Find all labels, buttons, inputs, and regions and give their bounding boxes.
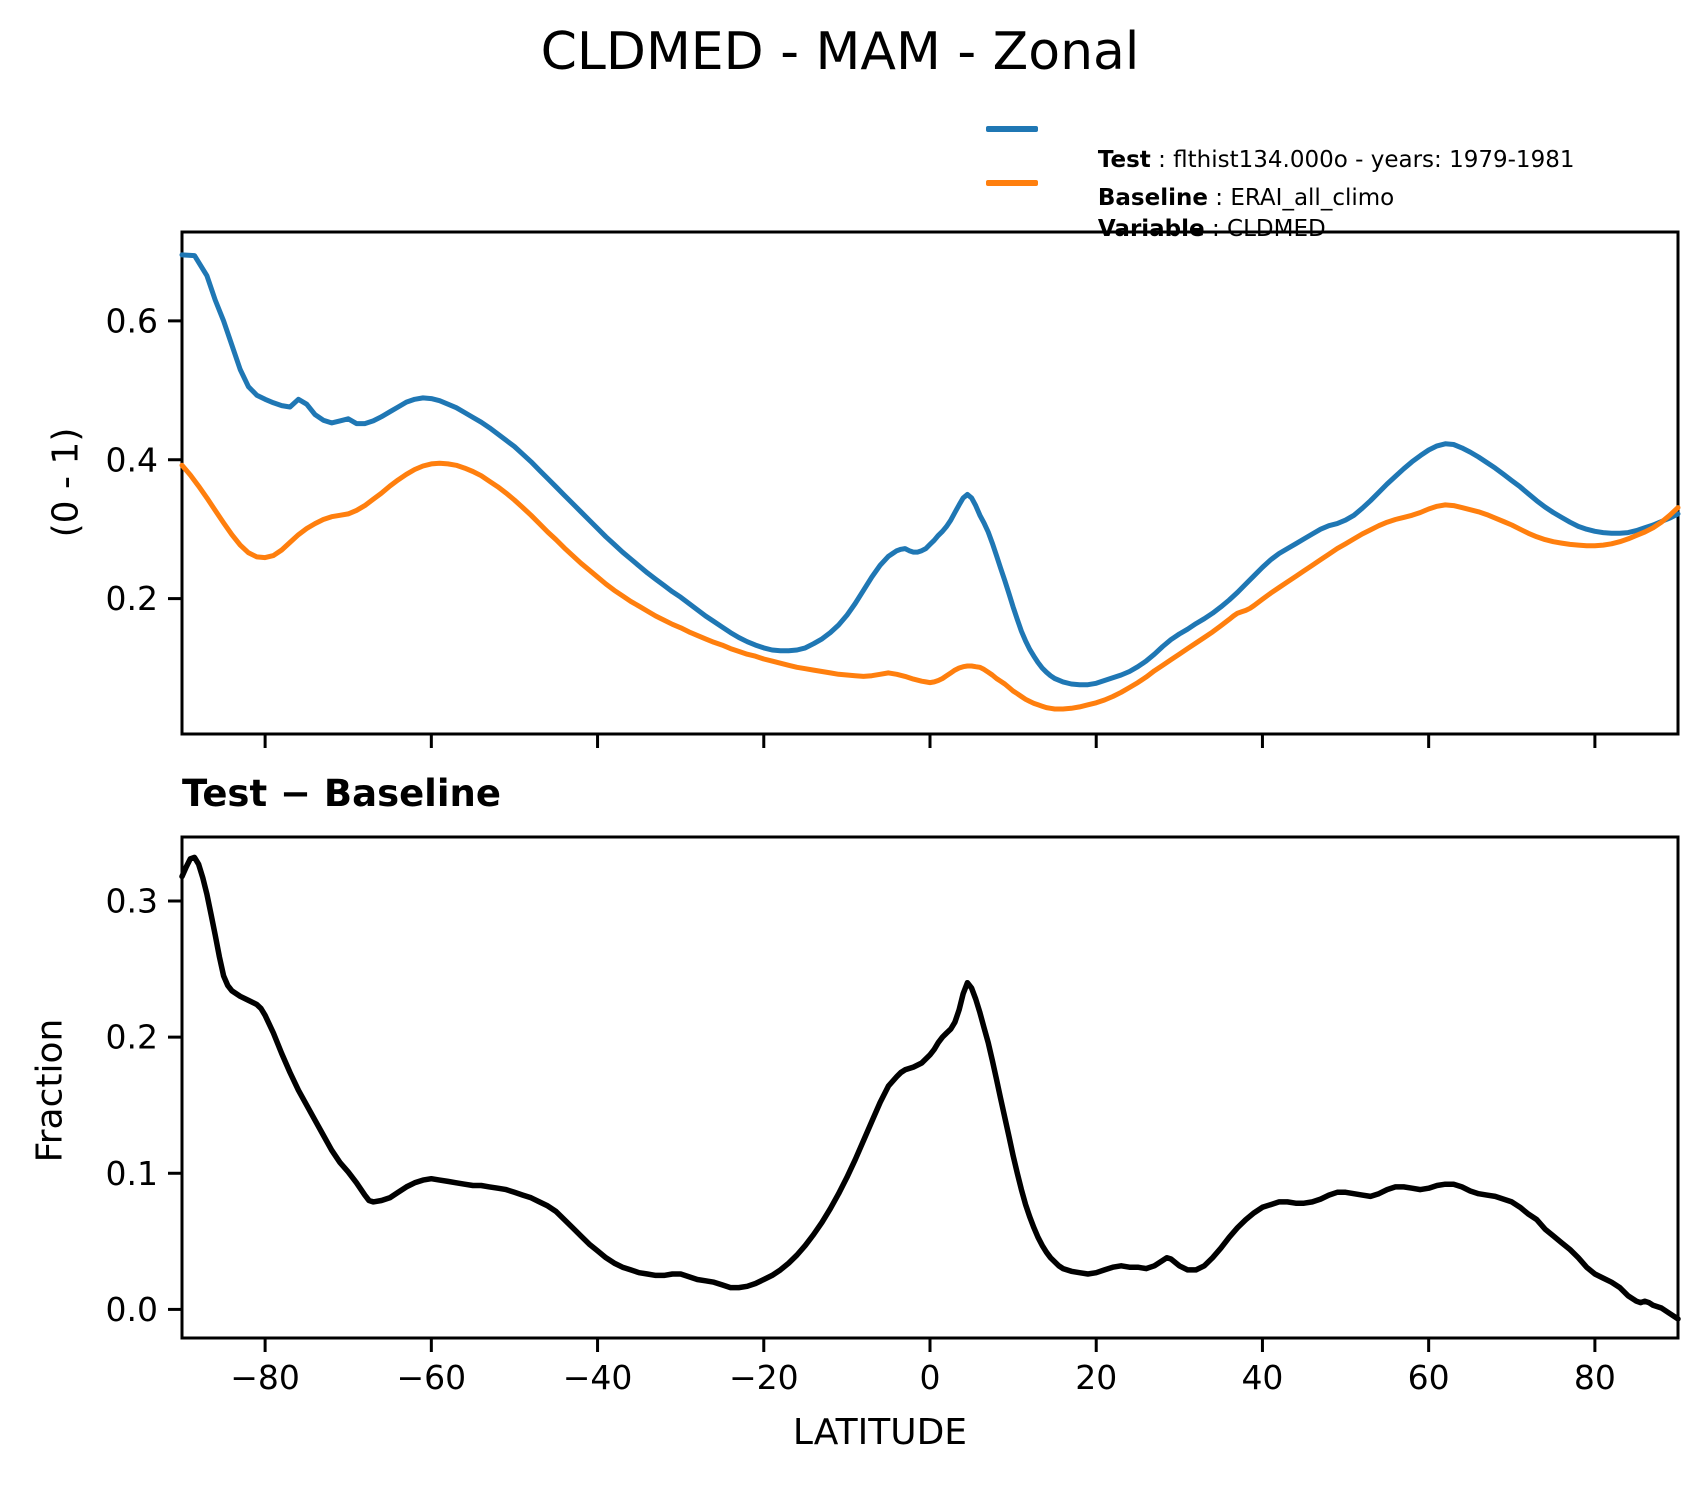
legend-baseline-label: Baseline: [1097, 185, 1208, 211]
y-tick-label: 0.4: [106, 440, 158, 479]
bottom-chart: −80 −60 −40 −20 0 20 40 60 80 0.0 0.1 0.2 0.3: [106, 835, 1681, 1397]
top-y-axis-label: (0 - 1): [45, 427, 87, 538]
top-plot-frame: [180, 230, 1680, 736]
x-tick-label: 20: [1075, 1358, 1117, 1397]
x-tick-label: −20: [729, 1358, 799, 1397]
figure-title: CLDMED - MAM - Zonal: [540, 22, 1140, 82]
bottom-x-axis-ticks: −80 −60 −40 −20 0 20 40 60 80: [230, 1338, 1616, 1397]
bottom-y-axis-label: Fraction: [29, 1018, 71, 1163]
top-chart: 0.2 0.4 0.6: [106, 230, 1681, 748]
test-line-swatch: [986, 126, 1038, 132]
bottom-plot-frame: [180, 835, 1680, 1340]
subplot-title: Test − Baseline: [182, 772, 501, 815]
y-tick-label: 0.6: [106, 301, 158, 340]
legend-variable-label: Variable: [1097, 216, 1205, 242]
x-tick-label: −60: [397, 1358, 467, 1397]
top-series-test: [179, 252, 1681, 688]
baseline-line-swatch: [986, 180, 1038, 186]
x-tick-label: 80: [1574, 1358, 1616, 1397]
legend-entry-baseline: Baseline : ERAI_all_climo: [1054, 152, 1394, 245]
top-x-axis-ticks: [263, 734, 1597, 748]
legend-test-label: Test: [1097, 147, 1151, 173]
legend-entry-variable: Variable : CLDMED: [1054, 183, 1326, 276]
legend-separator: :: [1207, 185, 1231, 211]
x-tick-label: −80: [230, 1358, 300, 1397]
y-tick-label: 0.0: [106, 1290, 158, 1329]
y-tick-label: 0.2: [106, 579, 158, 618]
legend-separator: :: [1150, 147, 1174, 173]
legend-test-value: flthist134.000o - years: 1979-1981: [1173, 147, 1575, 173]
x-tick-label: 40: [1241, 1358, 1283, 1397]
top-series-baseline: [179, 460, 1681, 712]
bottom-series-test-minus-baseline: [179, 854, 1681, 1322]
x-tick-label: −40: [563, 1358, 633, 1397]
legend-variable-value: CLDMED: [1227, 216, 1326, 242]
y-tick-label: 0.1: [106, 1154, 158, 1193]
legend-baseline-value: ERAI_all_climo: [1230, 185, 1395, 211]
top-y-axis-ticks: 0.2 0.4 0.6: [106, 301, 182, 618]
x-tick-label: 60: [1408, 1358, 1450, 1397]
legend-separator: :: [1204, 216, 1228, 242]
x-axis-label: LATITUDE: [792, 1412, 968, 1453]
x-tick-label: 0: [920, 1358, 941, 1397]
legend-entry-test: Test : flthist134.000o - years: 1979-198…: [1054, 114, 1575, 207]
y-tick-label: 0.3: [106, 882, 158, 921]
y-tick-label: 0.2: [106, 1018, 158, 1057]
bottom-y-axis-ticks: 0.0 0.1 0.2 0.3: [106, 882, 182, 1329]
